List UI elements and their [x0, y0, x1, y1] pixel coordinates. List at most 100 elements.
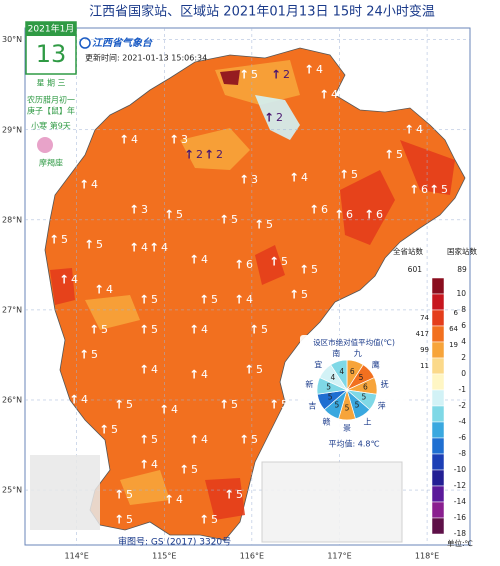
pie-value: 5 [345, 404, 350, 413]
station-value: 2 [283, 68, 290, 81]
pie-value: 4 [331, 373, 336, 382]
station-arrow: ↑ [199, 293, 209, 307]
station-value: 5 [441, 183, 448, 196]
station-arrow: ↑ [304, 63, 314, 77]
station-arrow: ↑ [269, 255, 279, 269]
station-arrow: ↑ [289, 288, 299, 302]
calendar-weekday: 星 期 三 [36, 79, 65, 88]
station-value: 5 [176, 208, 183, 221]
y-tick-label: 26°N [2, 395, 22, 404]
station-value: 4 [151, 363, 158, 376]
station-arrow: ↑ [79, 178, 89, 192]
pie-label: 新 [305, 379, 313, 389]
colorbar-block [431, 293, 445, 311]
station-value: 4 [201, 368, 208, 381]
station-arrow: ↑ [139, 293, 149, 307]
station-value: 4 [246, 293, 253, 306]
station-arrow: ↑ [89, 323, 99, 337]
station-arrow: ↑ [129, 241, 139, 255]
y-tick-label: 25°N [2, 486, 22, 495]
temperature-area [220, 70, 240, 85]
station-arrow: ↑ [219, 213, 229, 227]
station-value: 5 [251, 68, 258, 81]
y-tick-label: 28°N [2, 215, 22, 224]
station-value: 4 [91, 178, 98, 191]
pie-slice [330, 359, 348, 392]
colorbar-block [431, 373, 445, 391]
station-arrow: ↑ [119, 133, 129, 147]
temperature-area [255, 95, 300, 140]
station-arrow: ↑ [409, 183, 419, 197]
station-value: 4 [316, 63, 323, 76]
station-value: 5 [231, 398, 238, 411]
colorbar-label: -18 [454, 529, 466, 538]
station-arrow: ↑ [429, 183, 439, 197]
province-count: 417 [416, 330, 429, 338]
colorbar-label: 6 [461, 321, 466, 330]
station-value: 4 [106, 283, 113, 296]
station-arrow: ↑ [404, 123, 414, 137]
update-time: 更新时间: 2021-01-13 15:06:34 [85, 53, 207, 63]
station-arrow: ↑ [139, 363, 149, 377]
province-count: 74 [420, 314, 429, 322]
station-value: 5 [211, 293, 218, 306]
station-value: 5 [351, 168, 358, 181]
station-value: 5 [111, 423, 118, 436]
y-tick-label: 27°N [2, 305, 22, 314]
colorbar-block [431, 405, 445, 423]
colorbar-label: -1 [459, 385, 467, 394]
station-value: 2 [216, 148, 223, 161]
logo-icon [79, 37, 91, 49]
pie-value: 5 [359, 373, 364, 382]
station-value: 5 [126, 398, 133, 411]
review-number: 审图号: GS (2017) 3320号 [118, 536, 231, 548]
station-arrow: ↑ [114, 488, 124, 502]
zodiac-icon [37, 137, 53, 153]
temperature-area [340, 170, 395, 245]
station-arrow: ↑ [239, 433, 249, 447]
legend-header: 国家站数 [447, 246, 477, 256]
station-value: 5 [211, 513, 218, 526]
colorbar-label: 10 [456, 289, 466, 298]
colorbar-label: -14 [454, 497, 466, 506]
station-value: 5 [251, 433, 258, 446]
pie-label: 萍 [378, 400, 386, 410]
station-value: 5 [261, 323, 268, 336]
blurred-panel [30, 455, 100, 530]
pie-label: 赣 [322, 416, 330, 426]
station-arrow: ↑ [179, 463, 189, 477]
pie-value: 5 [355, 401, 360, 410]
colorbar-block [431, 309, 445, 327]
colorbar-label: 8 [461, 305, 466, 314]
national-count: 6 [454, 309, 459, 317]
station-value: 4 [201, 323, 208, 336]
station-value: 5 [281, 398, 288, 411]
station-arrow: ↑ [224, 488, 234, 502]
colorbar-label: -10 [454, 465, 466, 474]
station-value: 6 [321, 203, 328, 216]
station-value: 3 [141, 203, 148, 216]
colorbar-label: -16 [454, 513, 466, 522]
station-value: 4 [141, 68, 148, 81]
station-arrow: ↑ [269, 398, 279, 412]
station-value: 6 [376, 208, 383, 221]
station-value: 4 [171, 403, 178, 416]
colorbar-block [431, 437, 445, 455]
station-value: 5 [151, 293, 158, 306]
pie-value: 5 [362, 393, 367, 402]
colorbar-label: 0 [461, 369, 466, 378]
station-value: 5 [151, 323, 158, 336]
x-tick-label: 117°E [327, 552, 351, 561]
station-value: 5 [311, 263, 318, 276]
station-value: 5 [191, 463, 198, 476]
station-value: 4 [416, 123, 423, 136]
pie-title: 设区市绝对值平均值(℃) [313, 337, 395, 347]
colorbar-block [431, 517, 445, 535]
station-value: 5 [266, 218, 273, 231]
station-value: 2 [196, 148, 203, 161]
colorbar-block [431, 341, 445, 359]
colorbar-label: 2 [461, 353, 466, 362]
colorbar-label: -8 [459, 449, 467, 458]
legend-total: 601 [408, 265, 423, 274]
